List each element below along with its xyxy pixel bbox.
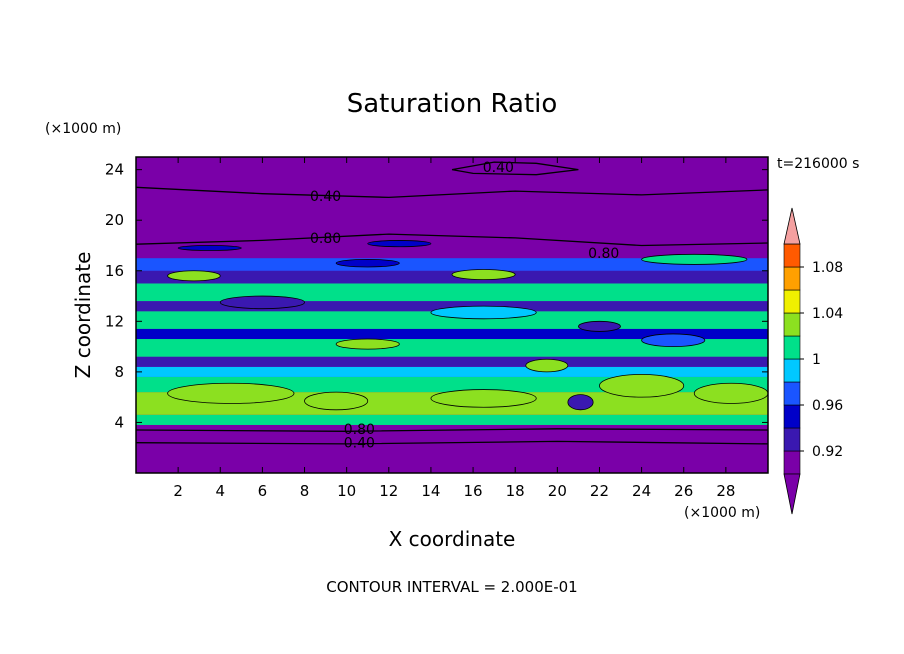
colorbar-label-4: 1.08 [812,260,843,276]
colorbar-swatch-5 [783,335,801,360]
x-tick-label-2: 6 [258,482,268,500]
y-axis-ticks: 4 8 12 16 20 24 [105,161,768,431]
y-tick-label-4: 20 [105,211,124,229]
fill-band-10 [136,283,768,302]
plot-area: 0.400.400.800.800.800.40 [135,156,769,474]
colorbar-swatch-3 [783,381,801,406]
fill-patch-15 [335,258,400,268]
fill-patch-6 [525,358,569,373]
y-tick-label-2: 12 [105,312,124,330]
contour-label-3: 0.80 [588,246,619,262]
fill-band-9 [136,301,768,312]
colorbar-swatch-6 [783,312,801,337]
contour-line-4 [451,161,579,176]
fill-patch-12 [167,270,221,282]
y-tick-label-1: 8 [114,363,124,381]
contour-label-0: 0.40 [483,160,514,176]
fill-patch-10 [430,305,537,320]
colorbar-swatch-8 [783,266,801,291]
fill-band-12 [136,258,768,271]
colorbar-label-1: 0.96 [812,398,843,414]
contour-labels: 0.400.400.800.800.800.40 [310,160,619,452]
x-tick-label-13: 28 [716,482,735,500]
x-tick-label-3: 8 [300,482,310,500]
contour-line-3 [135,186,769,199]
fill-band-7 [136,328,768,340]
fill-patch-16 [177,245,242,251]
contour-label-2: 0.80 [310,231,341,247]
fill-band-6 [136,339,768,357]
colorbar: 0.92 0.96 1 1.04 1.08 [783,207,843,515]
colorbar-swatch-7 [783,289,801,314]
colorbar-label-3: 1.04 [812,306,843,322]
fill-patch-13 [451,269,516,281]
colorbar-label-0: 0.92 [812,444,843,460]
x-tick-label-1: 4 [215,482,225,500]
fill-patch-7 [335,338,400,350]
fill-patch-5 [567,394,594,411]
x-tick-label-9: 20 [548,482,567,500]
fill-patch-9 [219,295,305,310]
x-tick-label-5: 12 [379,482,398,500]
colorbar-swatch-9 [783,243,801,268]
x-unit-label: (×1000 m) [684,505,760,521]
colorbar-swatch-0 [783,450,801,475]
time-label: t=216000 s [777,156,859,172]
fill-patch-2 [430,389,537,408]
y-axis-label: Z coordinate [71,252,95,379]
colorbar-label-2: 1 [812,352,821,368]
fill-patch-17 [367,240,432,248]
y-tick-label-0: 4 [114,413,124,431]
x-tick-label-12: 26 [674,482,693,500]
contour-label-5: 0.40 [344,436,375,452]
contour-label-4: 0.80 [344,422,375,438]
contour-line-0 [135,440,769,445]
x-tick-label-0: 2 [173,482,183,500]
contour-line-2 [135,233,769,247]
fill-patch-1 [304,391,369,411]
fill-band-11 [136,270,768,284]
fill-band-0 [136,424,768,473]
fill-band-5 [136,356,768,367]
x-tick-label-4: 10 [337,482,356,500]
contour-interval-footer: CONTOUR INTERVAL = 2.000E-01 [326,578,577,596]
colorbar-swatch-4 [783,358,801,383]
plot-frame [135,156,769,474]
colorbar-swatch-2 [783,404,801,429]
x-tick-label-6: 14 [421,482,440,500]
fill-patch-11 [578,320,621,332]
colorbar-under-arrow [783,473,801,515]
chart-title: Saturation Ratio [347,89,558,119]
contour-fill-patches [167,240,769,411]
contour-lines [135,161,769,445]
x-axis-label: X coordinate [389,527,516,551]
fill-band-4 [136,366,768,377]
y-tick-label-5: 24 [105,161,124,179]
fill-band-13 [136,157,768,259]
contour-label-1: 0.40 [310,189,341,205]
fill-patch-3 [599,374,685,398]
x-tick-label-11: 24 [632,482,651,500]
y-tick-label-3: 16 [105,262,124,280]
x-tick-label-7: 16 [464,482,483,500]
y-unit-label: (×1000 m) [45,121,121,137]
fill-band-1 [136,414,768,425]
x-tick-label-10: 22 [590,482,609,500]
contour-line-1 [135,428,769,432]
x-tick-label-8: 18 [506,482,525,500]
colorbar-over-arrow [783,207,801,245]
colorbar-swatch-1 [783,427,801,452]
x-axis-ticks: 2 4 6 8 10 12 14 16 18 20 22 24 26 28 [173,157,735,500]
fill-patch-4 [693,382,769,404]
fill-patch-14 [641,253,748,265]
fill-patch-0 [167,382,295,404]
fill-patch-8 [641,333,706,347]
